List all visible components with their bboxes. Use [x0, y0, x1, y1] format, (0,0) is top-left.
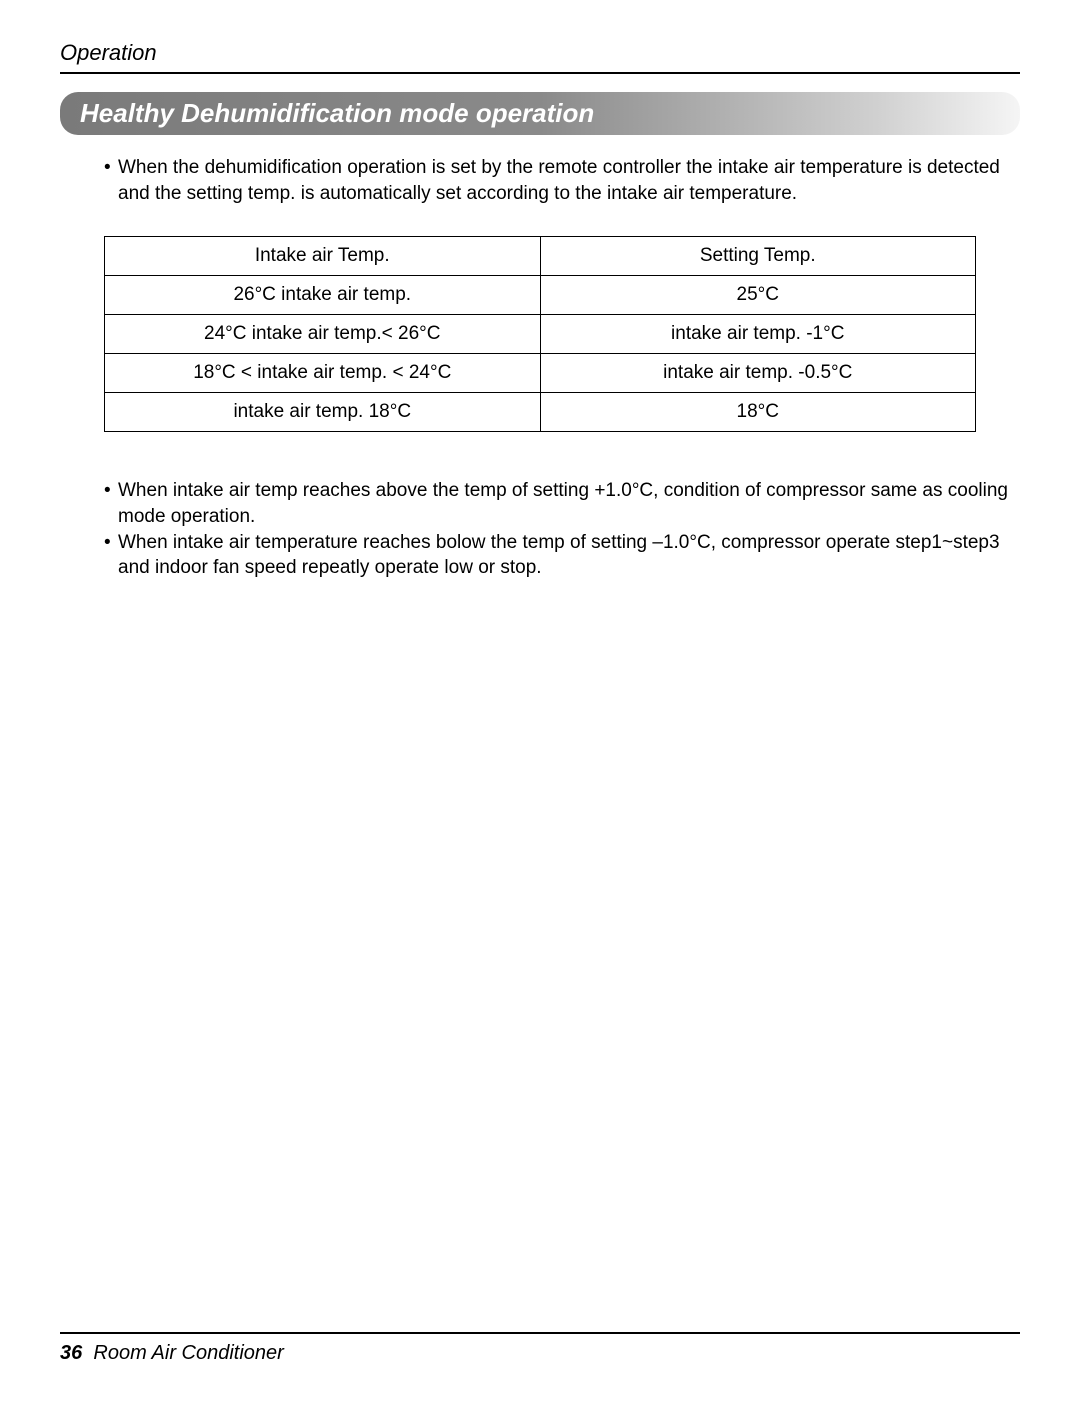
table-row: intake air temp. 18°C 18°C [105, 393, 976, 432]
table-row: Intake air Temp. Setting Temp. [105, 237, 976, 276]
table-row: 18°C < intake air temp. < 24°C intake ai… [105, 354, 976, 393]
footer-title: Room Air Conditioner [93, 1342, 283, 1364]
table-row: 26°C intake air temp. 25°C [105, 276, 976, 315]
table-cell: 24°C intake air temp.< 26°C [105, 315, 541, 354]
table-cell: intake air temp. -0.5°C [540, 354, 976, 393]
table-cell: 18°C [540, 393, 976, 432]
temp-table: Intake air Temp. Setting Temp. 26°C inta… [104, 236, 976, 432]
table-cell: 25°C [540, 276, 976, 315]
title-bar: Healthy Dehumidification mode operation [60, 92, 1020, 135]
intro-bullet: When the dehumidification operation is s… [104, 155, 1010, 206]
page-header: Operation [60, 40, 1020, 74]
notes-block: When intake air temp reaches above the t… [60, 478, 1020, 581]
page-number: 36 [60, 1342, 82, 1364]
intro-block: When the dehumidification operation is s… [60, 155, 1020, 206]
title-bar-text: Healthy Dehumidification mode operation [80, 98, 1000, 129]
table-row: 24°C intake air temp.< 26°C intake air t… [105, 315, 976, 354]
table-cell: 26°C intake air temp. [105, 276, 541, 315]
table-header-cell: Intake air Temp. [105, 237, 541, 276]
table-cell: intake air temp. -1°C [540, 315, 976, 354]
note-bullet: When intake air temp reaches above the t… [104, 478, 1010, 529]
table-cell: 18°C < intake air temp. < 24°C [105, 354, 541, 393]
page-footer: 36 Room Air Conditioner [60, 1332, 1020, 1365]
footer-text: 36 Room Air Conditioner [60, 1342, 1020, 1365]
note-bullet: When intake air temperature reaches bolo… [104, 530, 1010, 581]
table-header-cell: Setting Temp. [540, 237, 976, 276]
table-cell: intake air temp. 18°C [105, 393, 541, 432]
temp-table-wrap: Intake air Temp. Setting Temp. 26°C inta… [60, 236, 1020, 432]
section-label: Operation [60, 40, 1020, 66]
